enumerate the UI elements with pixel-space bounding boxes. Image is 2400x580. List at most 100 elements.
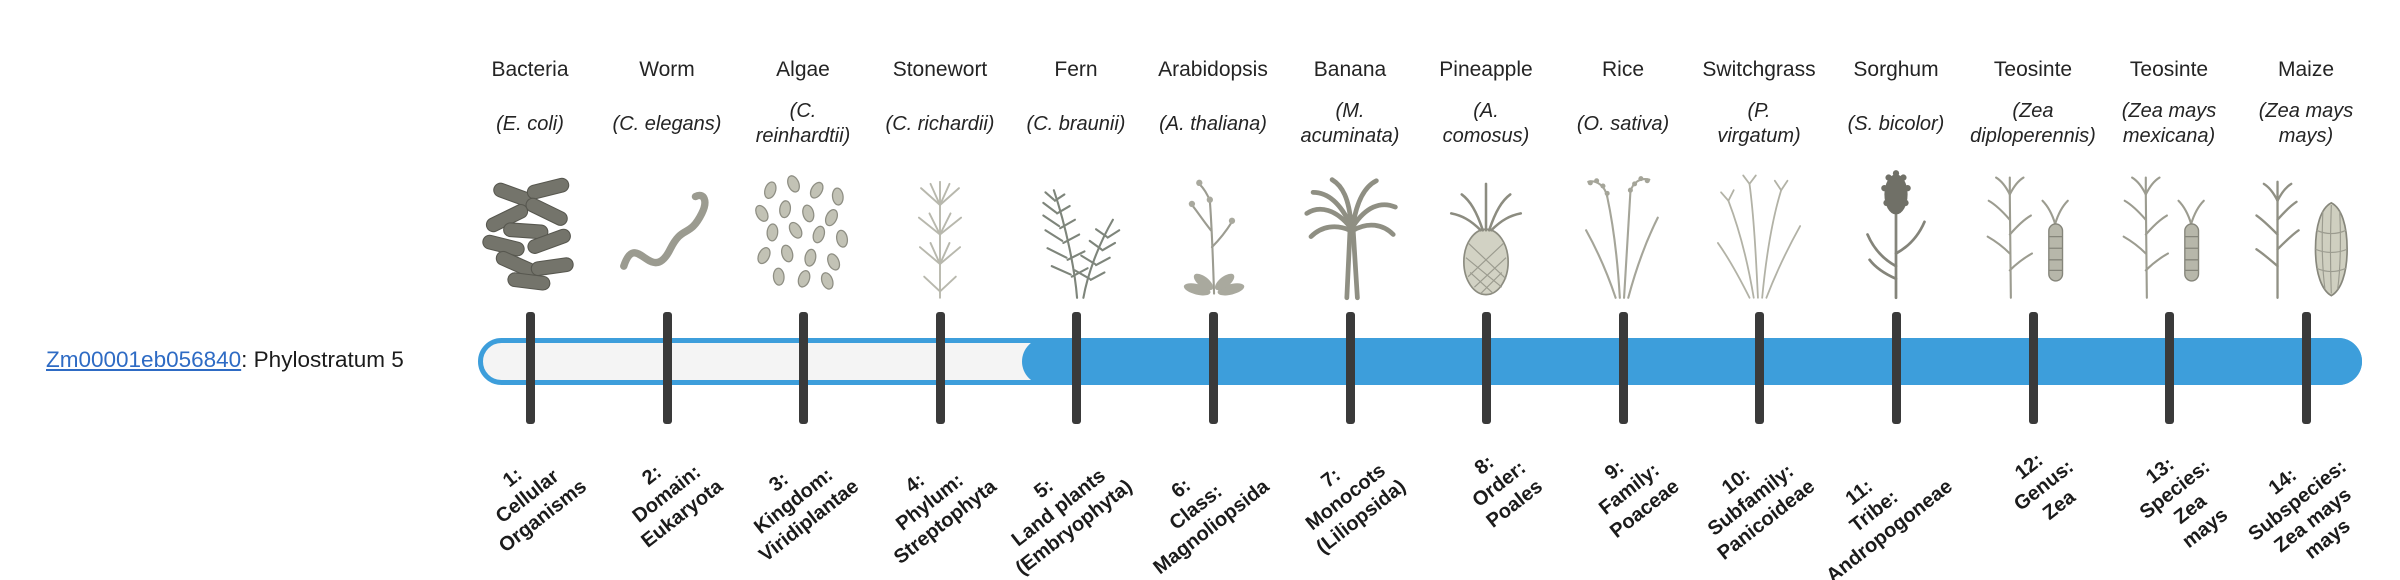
organism-common-name: Switchgrass — [1702, 58, 1816, 81]
organism-illustration — [2099, 160, 2239, 302]
organism-illustration — [1826, 160, 1966, 302]
maize-icon — [2255, 180, 2348, 299]
teosinte-icon — [1986, 176, 2069, 299]
phylostratum-column: Rice (O. sativa) 9: Family: Poaceae — [1553, 58, 1693, 580]
phylostratum-label: 13: Species: Zea mays — [2135, 453, 2232, 553]
worm-icon — [620, 191, 709, 270]
organism-illustration — [2236, 160, 2376, 302]
sorghum-icon — [1866, 170, 1926, 300]
switchgrass-icon — [1716, 174, 1802, 299]
organism-illustration — [870, 160, 1010, 302]
phylostratum-column: Banana (M. acuminata) 7: Monocots (Lilio… — [1280, 58, 1420, 580]
organism-scientific-name: (S. bicolor) — [1847, 112, 1945, 135]
fern-icon — [1042, 189, 1121, 299]
organism-illustration — [1143, 160, 1283, 302]
phylostratum-column: Teosinte (Zea mays mexicana) 13: Species… — [2099, 58, 2239, 580]
banana-icon — [1304, 177, 1398, 301]
phylostratum-label: 14: Subspecies: Zea mays mays — [2244, 456, 2356, 564]
organism-illustration — [1416, 160, 1556, 302]
phylostratum-tick — [935, 312, 945, 424]
phylostratum-column: Pineapple (A. comosus) 8: Order: Poales — [1416, 58, 1556, 580]
phylostratum-tick — [798, 312, 808, 424]
organism-scientific-name: (C. richardii) — [885, 112, 995, 135]
phylostratum-column: Maize (Zea mays mays) 14: Subspecies: Ze… — [2236, 58, 2376, 580]
phylostratum-tick — [525, 312, 535, 424]
organism-scientific-name: (P. virgatum) — [1717, 100, 1801, 147]
phylostratum-column: Fern (C. braunii) 5: Land plants (Embryo… — [1006, 58, 1146, 580]
phylostratum-tick — [1618, 312, 1628, 424]
phylostratum-tick — [1891, 312, 1901, 424]
organism-common-name: Worm — [639, 58, 695, 81]
organism-common-name: Bacteria — [491, 58, 569, 81]
phylostratum-column: Sorghum (S. bicolor) 11: Tribe: Andropog… — [1822, 58, 1966, 580]
organism-illustration — [460, 160, 600, 302]
phylostratum-tick — [1208, 312, 1218, 424]
gene-label: Zm00001eb056840: Phylostratum 5 — [46, 347, 404, 373]
stonewort-icon — [917, 180, 963, 299]
phylostratum-label: 9: Family: Poaceae — [1595, 456, 1684, 543]
organism-scientific-name: (C. braunii) — [1026, 112, 1126, 135]
organism-scientific-name: (C. elegans) — [612, 112, 722, 135]
organism-scientific-name: (Zea mays mays) — [2258, 100, 2354, 147]
rice-icon — [1585, 176, 1659, 299]
organism-scientific-name: (A. comosus) — [1442, 100, 1530, 147]
phylostratum-tick — [2301, 312, 2311, 424]
phylostratum-column: Algae (C. reinhardtii) 3: Kingdom: Virid… — [733, 58, 873, 580]
organism-illustration — [1006, 160, 1146, 302]
organism-common-name: Teosinte — [2129, 58, 2209, 81]
phylostratum-tick — [2028, 312, 2038, 424]
organism-common-name: Sorghum — [1853, 58, 1939, 81]
organism-illustration — [733, 160, 873, 302]
organism-common-name: Algae — [776, 58, 830, 81]
teosinte-icon — [2122, 176, 2205, 299]
phylostratum-column: Worm (C. elegans) 2: Domain: Eukaryota — [597, 58, 737, 580]
organism-common-name: Arabidopsis — [1158, 58, 1268, 81]
pineapple-icon — [1449, 182, 1523, 296]
phylostratum-label: 1: Cellular Organisms — [491, 463, 591, 557]
phylostratum-tick — [1345, 312, 1355, 424]
phylostratum-label: 7: Monocots (Liliopsida) — [1302, 459, 1411, 559]
organism-illustration — [1689, 160, 1829, 302]
organism-illustration — [597, 160, 737, 302]
phylostratum-label: 10: Subfamily: Panicoideae — [1704, 460, 1820, 565]
phylostratum-tick — [662, 312, 672, 424]
organism-scientific-name: (O. sativa) — [1576, 112, 1670, 135]
organism-scientific-name: (C. reinhardtii) — [755, 100, 851, 147]
phylostratum-tick — [1481, 312, 1491, 424]
phylostratum-label: 12: Genus: Zea — [2010, 449, 2080, 525]
phylostratum-label: 8: Order: Poales — [1468, 451, 1547, 533]
phylostratum-column: Arabidopsis (A. thaliana) 6: Class: Magn… — [1143, 58, 1283, 580]
organism-common-name: Teosinte — [1993, 58, 2073, 81]
bacteria-icon — [482, 177, 574, 291]
organism-common-name: Maize — [2277, 58, 2335, 81]
gene-id-link[interactable]: Zm00001eb056840 — [46, 347, 242, 372]
phylostratum-column: Stonewort (C. richardii) 4: Phylum: Stre… — [870, 58, 1010, 580]
organism-scientific-name: (Zea mays mexicana) — [2121, 100, 2217, 147]
algae-icon — [755, 175, 849, 290]
phylostratum-label: 3: Kingdom: Viridiplantae — [750, 464, 864, 567]
organism-illustration — [1280, 160, 1420, 302]
phylostratum-tick — [1071, 312, 1081, 424]
organism-scientific-name: (A. thaliana) — [1159, 112, 1267, 135]
organism-common-name: Pineapple — [1439, 58, 1533, 81]
organism-common-name: Banana — [1313, 58, 1387, 81]
organism-scientific-name: (M. acuminata) — [1300, 100, 1400, 147]
gene-phylostratum-text: : Phylostratum 5 — [241, 347, 404, 372]
phylostratum-tick — [1754, 312, 1764, 424]
phylostratum-column: Teosinte (Zea diploperennis) 12: Genus: … — [1963, 58, 2103, 580]
phylostratum-label: 2: Domain: Eukaryota — [629, 461, 728, 553]
phylostratum-label: 4: Phylum: Streptophyta — [889, 469, 1001, 569]
organism-common-name: Stonewort — [892, 58, 988, 81]
organism-scientific-name: (E. coli) — [496, 112, 564, 135]
organism-illustration — [1963, 160, 2103, 302]
phylostratum-bar-fill — [1022, 338, 2362, 385]
phylostratum-column: Switchgrass (P. virgatum) 10: Subfamily:… — [1689, 58, 1829, 580]
organism-illustration — [1553, 160, 1693, 302]
arabidopsis-icon — [1183, 179, 1245, 296]
phylostratum-column: Bacteria (E. coli) 1: Cellular Organisms — [460, 58, 600, 580]
organism-common-name: Fern — [1054, 58, 1098, 81]
phylostratum-tick — [2164, 312, 2174, 424]
organism-scientific-name: (Zea diploperennis) — [1970, 100, 2096, 147]
organism-common-name: Rice — [1601, 58, 1644, 81]
